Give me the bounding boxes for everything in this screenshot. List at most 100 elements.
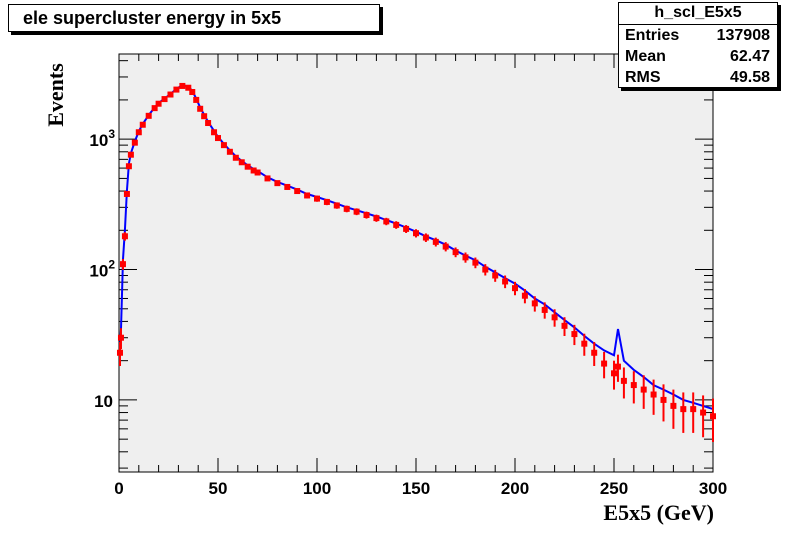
data-point	[393, 221, 400, 228]
data-point	[284, 183, 291, 190]
data-point	[179, 82, 186, 89]
data-point	[151, 105, 158, 112]
data-point	[373, 215, 380, 222]
x-tick-label: 50	[209, 479, 228, 498]
data-point	[125, 163, 132, 170]
data-point	[123, 190, 130, 197]
data-point	[462, 254, 469, 261]
x-tick-label: 0	[114, 479, 123, 498]
data-point	[620, 377, 627, 384]
data-point	[215, 135, 221, 142]
data-point	[127, 151, 134, 158]
data-point	[193, 96, 200, 103]
data-point	[680, 406, 687, 413]
data-point	[197, 105, 204, 112]
x-tick-label: 200	[501, 479, 529, 498]
x-tick-label: 250	[600, 479, 628, 498]
data-point	[343, 205, 350, 212]
data-point	[614, 363, 621, 370]
stats-box: h_scl_E5x5 Entries 137908 Mean 62.47 RMS…	[618, 2, 778, 88]
data-point	[161, 96, 168, 103]
y-axis-label: Events	[43, 63, 68, 127]
x-tick-label: 300	[699, 479, 727, 498]
data-point	[314, 195, 320, 202]
data-point	[512, 285, 518, 292]
x-axis-label: E5x5 (GeV)	[603, 500, 714, 525]
data-point	[422, 234, 429, 241]
data-point	[201, 113, 208, 120]
data-point	[690, 406, 697, 413]
data-point	[670, 402, 677, 409]
stats-mean-value: 62.47	[729, 48, 770, 65]
data-point	[482, 266, 489, 273]
data-point	[167, 91, 174, 98]
data-series	[116, 82, 716, 442]
data-point	[640, 386, 647, 393]
data-point	[551, 314, 558, 321]
data-point	[531, 300, 538, 307]
data-point	[220, 142, 227, 149]
data-point	[205, 120, 212, 127]
data-point	[238, 159, 245, 166]
data-point	[452, 249, 459, 256]
data-point	[254, 169, 261, 176]
stats-entries-value: 137908	[716, 27, 770, 44]
data-point	[155, 100, 162, 107]
data-point	[541, 306, 548, 313]
data-point	[502, 278, 509, 285]
data-point	[521, 292, 528, 299]
stats-histogram-name: h_scl_E5x5	[619, 3, 777, 25]
data-point	[121, 233, 128, 240]
data-point	[611, 370, 617, 377]
data-point	[117, 334, 124, 341]
data-point	[333, 202, 340, 209]
data-point	[116, 349, 123, 356]
data-point	[472, 259, 479, 266]
data-point	[710, 413, 716, 420]
data-point	[432, 238, 439, 245]
data-point	[571, 331, 578, 338]
stats-row-rms: RMS 49.58	[619, 67, 777, 88]
data-point	[119, 261, 126, 268]
stats-mean-label: Mean	[625, 48, 666, 65]
data-point	[232, 154, 239, 161]
plot-frame	[118, 53, 714, 473]
data-point	[189, 89, 196, 96]
data-point	[591, 349, 598, 356]
data-point	[442, 243, 449, 250]
data-point	[660, 396, 667, 403]
stats-row-mean: Mean 62.47	[619, 46, 777, 67]
chart-title: ele supercluster energy in 5x5	[23, 8, 282, 28]
histogram-title-box: ele supercluster energy in 5x5	[8, 4, 380, 32]
stats-row-entries: Entries 137908	[619, 25, 777, 46]
x-tick-label: 100	[303, 479, 331, 498]
stats-rms-label: RMS	[625, 69, 661, 86]
data-point	[323, 198, 330, 205]
data-point	[211, 129, 218, 136]
stats-entries-label: Entries	[625, 27, 680, 44]
stats-rms-value: 49.58	[729, 69, 770, 86]
y-tick-label: 103	[89, 127, 115, 150]
data-point	[403, 225, 410, 232]
data-point	[173, 86, 180, 93]
data-point	[185, 84, 192, 91]
tick-labels: 0 50 100 150 200 250 300 10 102 103	[89, 127, 727, 498]
data-point	[581, 340, 588, 347]
data-point	[131, 139, 138, 146]
data-point	[492, 272, 499, 279]
data-point	[294, 188, 301, 195]
data-point	[383, 218, 390, 225]
data-point	[244, 163, 251, 170]
data-point	[601, 360, 608, 367]
data-point	[250, 167, 257, 174]
x-tick-label: 150	[402, 479, 430, 498]
data-point	[650, 391, 657, 398]
data-point	[363, 212, 370, 219]
data-point	[304, 192, 311, 199]
data-point	[226, 148, 233, 155]
data-point	[139, 121, 146, 128]
data-point	[264, 175, 271, 182]
y-tick-label: 10	[94, 392, 113, 411]
data-point	[630, 382, 637, 389]
